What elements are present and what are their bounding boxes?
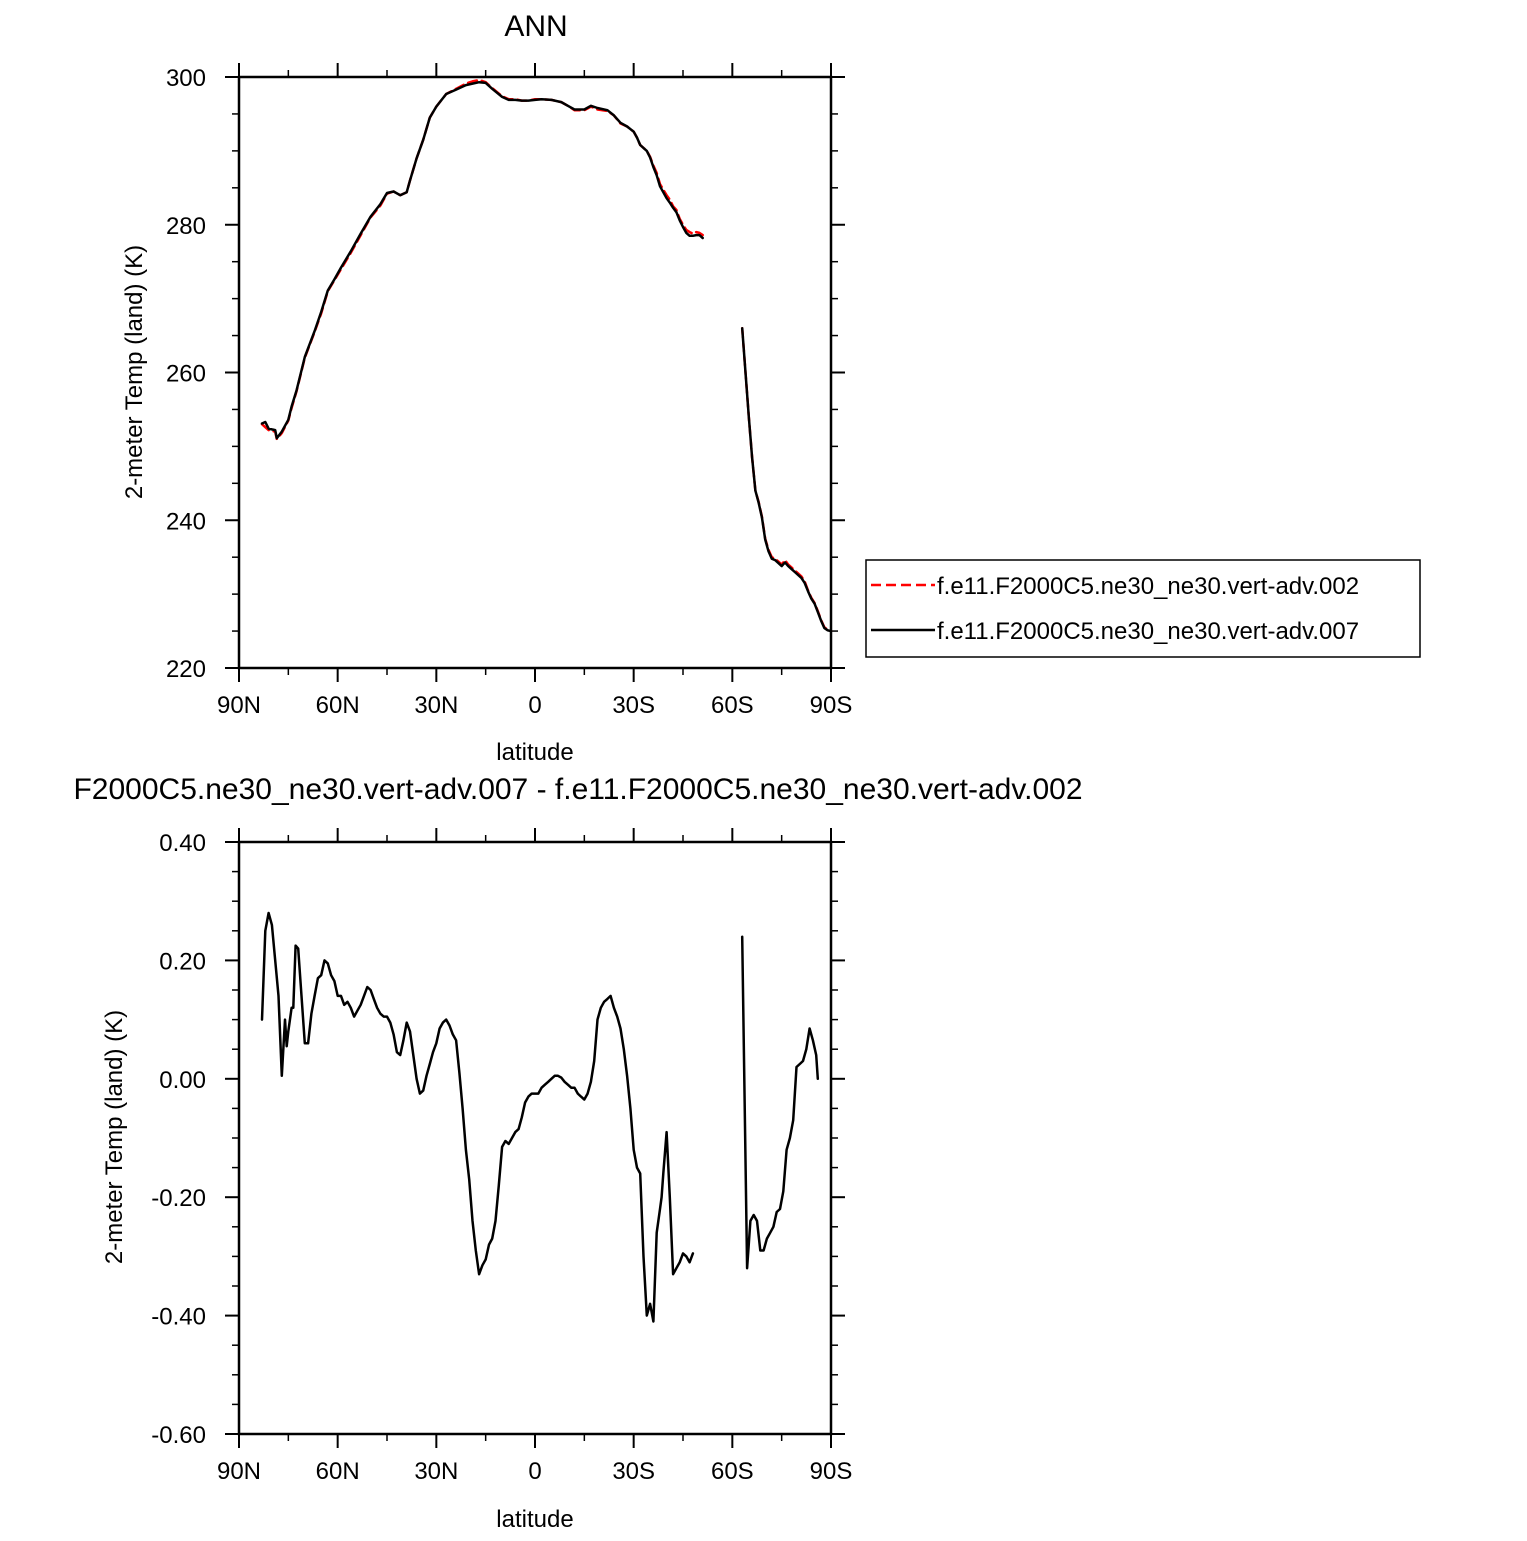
bottom-x-tick-label: 90S xyxy=(810,1458,853,1485)
legend: f.e11.F2000C5.ne30_ne30.vert-adv.002 f.e… xyxy=(865,559,1421,658)
bottom-y-axis-label: 2-meter Temp (land) (K) xyxy=(101,1010,128,1264)
top-y-tick-label: 280 xyxy=(166,213,206,240)
legend-entry-series-1: f.e11.F2000C5.ne30_ne30.vert-adv.002 xyxy=(937,573,1359,600)
top-x-tick-label: 60S xyxy=(711,692,754,719)
bottom-series-1-line xyxy=(740,935,820,1270)
top-x-tick-label: 30S xyxy=(612,692,655,719)
top-x-tick-label: 90N xyxy=(217,692,261,719)
bottom-x-tick-label: 30S xyxy=(612,1458,655,1485)
top-series-2-line xyxy=(740,326,833,633)
bottom-panel: F2000C5.ne30_ne30.vert-adv.007 - f.e11.F… xyxy=(73,773,1082,1533)
bottom-title: F2000C5.ne30_ne30.vert-adv.007 - f.e11.F… xyxy=(73,773,1082,806)
top-y-axis-label: 2-meter Temp (land) (K) xyxy=(121,245,148,499)
bottom-y-tick-label: -0.20 xyxy=(151,1185,206,1212)
top-x-tick-label: 0 xyxy=(528,692,541,719)
bottom-x-axis-label: latitude xyxy=(496,1506,573,1533)
top-x-tick-label: 30N xyxy=(414,692,458,719)
top-y-tick-label: 240 xyxy=(166,508,206,535)
top-y-tick-label: 300 xyxy=(166,65,206,92)
bottom-y-tick-label: 0.20 xyxy=(159,948,206,975)
bottom-ticks: 90N 60N 30N 0 30S 60S 90S -0.60 -0.40 -0.20 0.00 0.… xyxy=(151,828,852,1485)
top-y-tick-label: 220 xyxy=(166,656,206,683)
top-panel: ANN 2-meter Temp (land) (K) latitude 90N… xyxy=(121,10,852,766)
top-series-1-line xyxy=(260,78,704,441)
top-series-2-line xyxy=(260,80,704,440)
bottom-x-tick-label: 0 xyxy=(528,1458,541,1485)
top-x-tick-label: 90S xyxy=(810,692,853,719)
bottom-series-1-line xyxy=(260,911,695,1323)
bottom-y-tick-label: 0.00 xyxy=(159,1067,206,1094)
bottom-y-tick-label: -0.40 xyxy=(151,1304,206,1331)
bottom-y-tick-label: 0.40 xyxy=(159,830,206,857)
bottom-x-tick-label: 60N xyxy=(316,1458,360,1485)
top-plot-frame xyxy=(237,75,833,670)
bottom-y-tick-label: -0.60 xyxy=(151,1422,206,1449)
legend-entry-series-2: f.e11.F2000C5.ne30_ne30.vert-adv.007 xyxy=(937,618,1359,645)
legend-box xyxy=(865,559,1421,658)
top-data-lines xyxy=(260,78,833,633)
bottom-data-lines xyxy=(260,911,820,1323)
bottom-x-tick-label: 60S xyxy=(711,1458,754,1485)
top-ticks: 90N 60N 30N 0 30S 60S 90S 220 240 260 280 300 xyxy=(166,63,852,719)
top-title: ANN xyxy=(504,10,567,43)
top-x-tick-label: 60N xyxy=(316,692,360,719)
bottom-plot-frame xyxy=(237,840,833,1436)
bottom-x-tick-label: 30N xyxy=(414,1458,458,1485)
top-y-tick-label: 260 xyxy=(166,361,206,388)
bottom-x-tick-label: 90N xyxy=(217,1458,261,1485)
top-x-axis-label: latitude xyxy=(496,739,573,766)
